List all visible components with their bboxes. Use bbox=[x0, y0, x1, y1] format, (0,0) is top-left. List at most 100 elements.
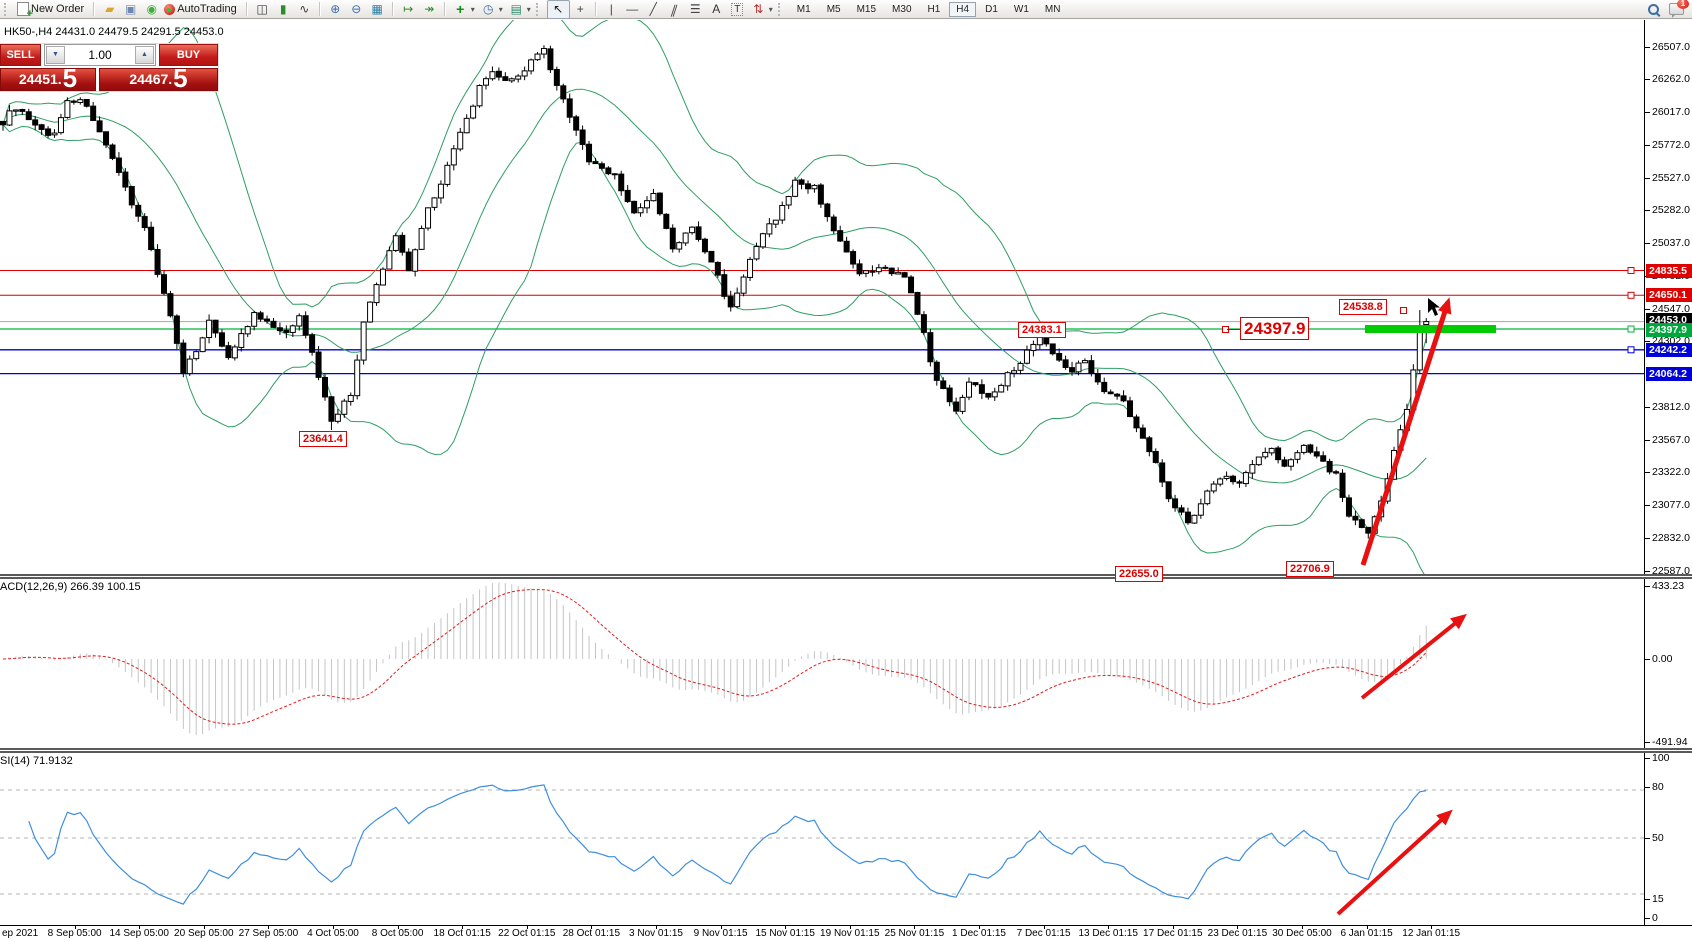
alert-window-icon[interactable]: ▣ bbox=[125, 2, 137, 16]
candle bbox=[560, 85, 567, 100]
templates-icon[interactable]: ▤ bbox=[510, 2, 522, 16]
equidistant-channel-icon[interactable]: ∥ bbox=[668, 2, 680, 16]
hline-handle[interactable] bbox=[1627, 291, 1635, 299]
timeframe-d1[interactable]: D1 bbox=[985, 3, 998, 15]
trend-arrow-macd[interactable] bbox=[1360, 613, 1467, 700]
candle bbox=[714, 261, 721, 276]
candle bbox=[360, 321, 367, 361]
trend-arrow-main[interactable] bbox=[1360, 297, 1452, 566]
hline-handle[interactable] bbox=[1627, 325, 1635, 333]
cursor-icon[interactable]: ↖ bbox=[546, 0, 570, 19]
candle bbox=[1423, 321, 1430, 326]
auto-scroll-icon[interactable]: ↠ bbox=[424, 2, 435, 16]
sell-button[interactable]: SELL bbox=[0, 44, 41, 66]
text-label-icon[interactable]: T bbox=[727, 1, 748, 18]
price-annotation-22655.0[interactable]: 22655.0 bbox=[1115, 566, 1163, 582]
price-annotation-23641.4[interactable]: 23641.4 bbox=[299, 431, 347, 447]
rsi-indicator-label: SI(14) 71.9132 bbox=[0, 755, 73, 767]
price-annotation-24383.1[interactable]: 24383.1 bbox=[1018, 322, 1066, 338]
candle bbox=[502, 76, 509, 81]
macd-pane-splitter[interactable] bbox=[0, 574, 1692, 579]
date-tick bbox=[203, 925, 205, 929]
timeframe-h1[interactable]: H1 bbox=[927, 3, 941, 15]
candlestick-chart-icon[interactable]: ▮ bbox=[279, 2, 287, 16]
candle bbox=[77, 99, 84, 103]
candle bbox=[669, 227, 676, 250]
periods-icon[interactable]: ◷ bbox=[482, 2, 494, 16]
hline-handle[interactable] bbox=[1627, 267, 1635, 274]
timeframe-m1[interactable]: M1 bbox=[796, 3, 811, 15]
volume-stepper[interactable]: ▼ 1.00 ▲ bbox=[44, 44, 156, 66]
trend-arrow-rsi[interactable] bbox=[1336, 809, 1453, 916]
rsi-scale-tick bbox=[1644, 786, 1650, 788]
line-chart-icon[interactable]: ∿ bbox=[299, 2, 310, 16]
timeframe-m5[interactable]: M5 bbox=[826, 3, 841, 15]
tile-windows-icon[interactable]: ▦ bbox=[371, 2, 383, 16]
candle bbox=[418, 227, 425, 250]
vertical-line-icon[interactable]: | bbox=[609, 2, 613, 16]
zoom-out-icon[interactable]: ⊖ bbox=[351, 2, 362, 16]
price-label: 23322.0 bbox=[1652, 466, 1690, 479]
hline-handle[interactable] bbox=[1627, 346, 1635, 354]
date-label: 7 Dec 01:15 bbox=[1016, 928, 1071, 939]
green-highlight-rectangle[interactable] bbox=[1365, 325, 1496, 333]
horizontal-line-icon[interactable]: — bbox=[626, 2, 639, 16]
candle bbox=[656, 192, 663, 215]
rsi-pane-splitter[interactable] bbox=[0, 748, 1692, 753]
text-icon[interactable]: A bbox=[712, 2, 721, 16]
autotrading-button[interactable]: AutoTrading bbox=[162, 1, 242, 18]
price-annotation-24397.9[interactable]: 24397.9 bbox=[1240, 317, 1310, 340]
candle bbox=[1320, 455, 1327, 462]
add-indicator-icon[interactable]: + bbox=[456, 1, 465, 17]
dropdown-arrow-icon[interactable]: ▾ bbox=[768, 4, 773, 14]
bar-chart-icon[interactable]: ◫ bbox=[256, 2, 268, 16]
fibonacci-icon[interactable]: ☰ bbox=[689, 2, 701, 16]
timeframe-w1[interactable]: W1 bbox=[1013, 3, 1029, 15]
timeframe-mn[interactable]: MN bbox=[1044, 3, 1061, 15]
zoom-in-icon[interactable]: ⊕ bbox=[330, 2, 341, 16]
price-annotation-24538.8[interactable]: 24538.8 bbox=[1339, 299, 1387, 315]
sell-price[interactable]: 24451. 5 bbox=[0, 68, 96, 91]
volume-decrease-button[interactable]: ▼ bbox=[46, 46, 65, 64]
main-chart-canvas[interactable] bbox=[0, 20, 1644, 574]
crosshair-icon[interactable]: + bbox=[576, 2, 584, 16]
price-label: 23077.0 bbox=[1652, 499, 1690, 512]
dropdown-arrow-icon[interactable]: ▾ bbox=[526, 4, 531, 14]
candle bbox=[483, 78, 489, 86]
chart-profile-icon[interactable]: ▰ bbox=[105, 2, 115, 16]
price-annotation-22706.9[interactable]: 22706.9 bbox=[1286, 561, 1334, 577]
shift-end-icon[interactable]: ↦ bbox=[403, 2, 414, 16]
timeframe-m30[interactable]: M30 bbox=[892, 3, 912, 15]
macd-pane-canvas[interactable] bbox=[0, 579, 1644, 748]
date-label: 8 Sep 05:00 bbox=[47, 928, 102, 939]
buy-button[interactable]: BUY bbox=[159, 44, 218, 66]
dropdown-arrow-icon[interactable]: ▾ bbox=[470, 4, 475, 14]
candle bbox=[573, 116, 580, 131]
candle bbox=[19, 109, 26, 112]
trendline-icon[interactable]: ╱ bbox=[649, 2, 657, 16]
timeframe-m15[interactable]: M15 bbox=[856, 3, 877, 15]
volume-value[interactable]: 1.00 bbox=[88, 48, 112, 62]
rsi-scale-tick bbox=[1644, 757, 1650, 759]
timeframe-h4[interactable]: H4 bbox=[949, 1, 977, 17]
arrows-icon[interactable]: ⇅ bbox=[753, 2, 764, 16]
new-order-button[interactable]: New Order bbox=[15, 1, 89, 20]
toolbar-separator bbox=[318, 2, 321, 16]
search-icon[interactable] bbox=[1648, 3, 1659, 15]
notifications-icon[interactable]: 1 bbox=[1669, 0, 1689, 18]
candle bbox=[367, 301, 374, 323]
rsi-pane-canvas[interactable] bbox=[0, 753, 1644, 925]
candle bbox=[1107, 391, 1114, 395]
candle bbox=[1139, 427, 1146, 439]
annotation-handle[interactable] bbox=[1400, 307, 1407, 314]
buy-price[interactable]: 24467. 5 bbox=[99, 68, 218, 91]
chart-window[interactable]: HK50-,H4 24431.0 24479.5 24291.5 24453.0… bbox=[0, 20, 1692, 941]
candle bbox=[476, 84, 483, 107]
volume-increase-button[interactable]: ▲ bbox=[135, 46, 154, 64]
candle bbox=[972, 382, 979, 386]
signal-icon[interactable]: ◉ bbox=[146, 2, 157, 16]
dropdown-arrow-icon[interactable]: ▾ bbox=[498, 4, 503, 14]
candle bbox=[379, 268, 386, 286]
candle bbox=[45, 128, 52, 136]
new-order-icon bbox=[17, 2, 33, 20]
